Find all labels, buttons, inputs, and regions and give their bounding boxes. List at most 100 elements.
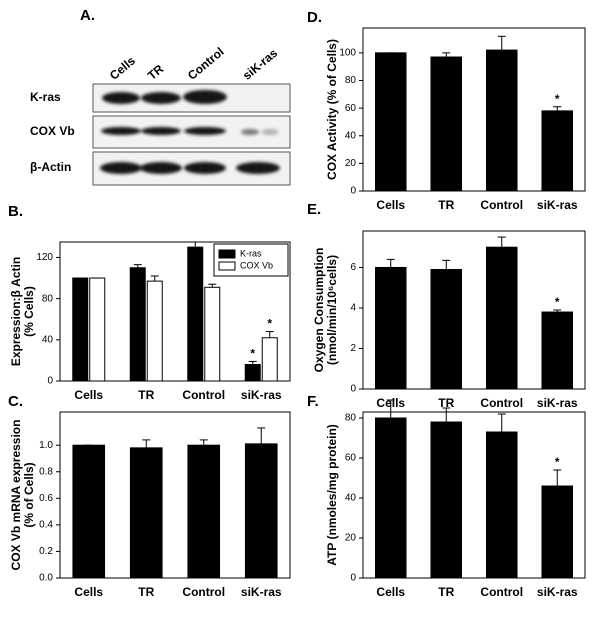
- bar: [430, 268, 463, 390]
- bar: [374, 52, 407, 192]
- y-tick-label: 0: [350, 384, 356, 395]
- y-tick-label: 120: [36, 252, 53, 263]
- x-tick-label: TR: [438, 198, 454, 212]
- bar: [72, 277, 89, 382]
- plot-frame: [362, 411, 586, 579]
- x-tick-label: Cells: [376, 585, 405, 599]
- x-tick-label: Control: [480, 396, 523, 410]
- legend-label: COX Vb: [240, 260, 273, 270]
- x-tick-label: TR: [438, 585, 454, 599]
- bar: [72, 444, 106, 579]
- x-tick-label: TR: [438, 396, 454, 410]
- x-tick-label: Control: [182, 388, 225, 402]
- x-tick-label: siK-ras: [537, 396, 578, 410]
- y-axis-label: (nmol/min/10⁶cells): [325, 255, 339, 365]
- bar: [485, 431, 518, 579]
- legend-swatch: [218, 249, 236, 259]
- bar: [146, 280, 163, 382]
- row-label: K-ras: [30, 90, 61, 104]
- bar: [129, 267, 146, 382]
- bar: [187, 444, 221, 579]
- plot-frame: [362, 230, 586, 390]
- x-tick-label: TR: [138, 585, 154, 599]
- panel-label: D.: [307, 9, 322, 26]
- lane-label: TR: [145, 62, 167, 83]
- y-tick-label: 0: [47, 376, 53, 387]
- significance-marker: *: [555, 455, 560, 469]
- bar: [374, 266, 407, 390]
- y-tick-label: 0.0: [39, 573, 53, 584]
- y-tick-label: 4: [350, 303, 356, 314]
- y-tick-label: 40: [42, 334, 54, 345]
- y-tick-label: 80: [345, 413, 357, 424]
- y-tick-label: 80: [345, 75, 357, 86]
- legend-label: K-ras: [240, 248, 262, 258]
- y-tick-label: 60: [345, 103, 357, 114]
- x-tick-label: Cells: [74, 388, 103, 402]
- y-tick-label: 60: [345, 453, 357, 464]
- panel-label: E.: [307, 201, 321, 218]
- y-tick-label: 40: [345, 493, 357, 504]
- x-tick-label: Control: [480, 585, 523, 599]
- y-tick-label: 0.8: [39, 466, 53, 477]
- y-axis-label: Oxygen Consumption: [312, 248, 326, 373]
- bar: [541, 311, 574, 390]
- blot-panel: A. Cells TR Control siK-ras K-ras COX Vb…: [30, 7, 291, 186]
- y-tick-label: 20: [345, 158, 357, 169]
- bar: [204, 286, 221, 382]
- panel-label: B.: [8, 203, 23, 220]
- x-tick-label: Cells: [376, 198, 405, 212]
- y-tick-label: 6: [350, 262, 356, 273]
- y-tick-label: 2: [350, 343, 356, 354]
- row-label: COX Vb: [30, 124, 75, 138]
- significance-marker: *: [555, 92, 560, 106]
- bar: [485, 49, 518, 192]
- y-tick-label: 100: [339, 48, 356, 59]
- bar: [129, 447, 163, 579]
- x-tick-label: siK-ras: [241, 388, 282, 402]
- y-tick-label: 0: [350, 186, 356, 197]
- bar: [244, 443, 278, 579]
- bar: [430, 56, 463, 192]
- row-label: β-Actin: [30, 160, 71, 174]
- x-tick-label: Cells: [74, 585, 103, 599]
- y-axis-label: COX Vb mRNA expression: [9, 420, 23, 571]
- x-tick-label: siK-ras: [537, 198, 578, 212]
- significance-marker: *: [267, 317, 272, 331]
- bands: [100, 90, 280, 174]
- y-tick-label: 0.6: [39, 493, 53, 504]
- panel-label: C.: [8, 393, 23, 410]
- y-tick-label: 0: [350, 573, 356, 584]
- x-tick-label: siK-ras: [241, 585, 282, 599]
- y-tick-label: 1.0: [39, 440, 53, 451]
- legend-swatch: [218, 261, 236, 271]
- x-tick-label: TR: [138, 388, 154, 402]
- y-axis-label: (% of Cells): [22, 462, 36, 527]
- y-axis-label: ATP (nmoles/mg protein): [325, 424, 339, 566]
- bar: [541, 485, 574, 579]
- plot-frame: [362, 27, 586, 192]
- x-tick-label: Control: [182, 585, 225, 599]
- y-tick-label: 40: [345, 130, 357, 141]
- bar: [261, 337, 278, 382]
- bar: [244, 364, 261, 382]
- y-tick-label: 0.2: [39, 546, 53, 557]
- y-axis-label: COX Activity (% of Cells): [325, 39, 339, 180]
- y-axis-label: (% Cells): [22, 286, 36, 337]
- lane-label: Cells: [107, 53, 138, 82]
- bar: [374, 417, 407, 579]
- significance-marker: *: [555, 295, 560, 309]
- x-tick-label: siK-ras: [537, 585, 578, 599]
- panel-label: F.: [307, 393, 319, 410]
- lane-label: siK-ras: [240, 46, 280, 83]
- y-axis-label: Expression:β Actin: [9, 257, 23, 366]
- bar: [430, 421, 463, 579]
- bar: [187, 246, 204, 382]
- significance-marker: *: [250, 347, 255, 361]
- bar: [541, 110, 574, 192]
- panel-label: A.: [80, 7, 95, 24]
- x-tick-label: Control: [480, 198, 523, 212]
- bar: [485, 246, 518, 390]
- y-tick-label: 0.4: [39, 520, 53, 531]
